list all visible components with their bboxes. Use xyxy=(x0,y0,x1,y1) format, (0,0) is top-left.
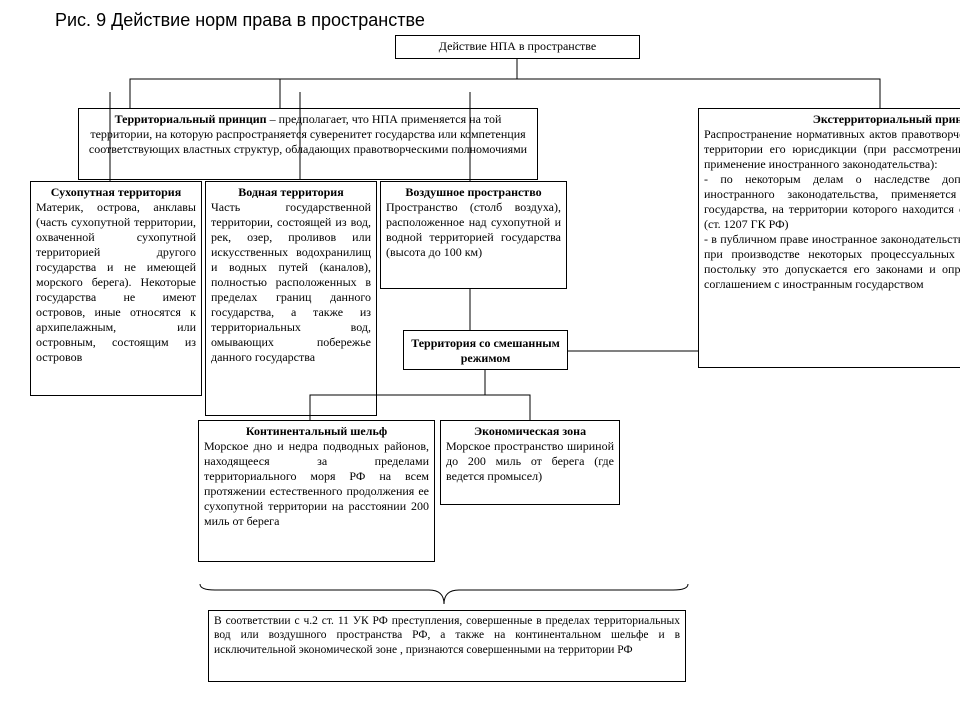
node-air-body: Пространство (столб воздуха), расположен… xyxy=(386,200,561,259)
node-shelf-body: Морское дно и недра подводных районов, н… xyxy=(204,439,429,528)
node-bottom-body: В соответствии с ч.2 ст. 11 УК РФ престу… xyxy=(214,615,680,656)
node-extra-title: Экстерриториальный принцип xyxy=(704,112,960,127)
figure-caption: Рис. 9 Действие норм права в пространств… xyxy=(55,10,425,31)
node-bottom-note: В соответствии с ч.2 ст. 11 УК РФ престу… xyxy=(208,610,686,682)
node-land-body: Материк, острова, анклавы (часть сухопут… xyxy=(36,200,196,364)
node-shelf-title: Континентальный шельф xyxy=(204,424,429,439)
node-water-title: Водная территория xyxy=(211,185,371,200)
node-land: Сухопутная территория Материк, острова, … xyxy=(30,181,202,396)
node-extra-body: Распространение нормативных актов правот… xyxy=(704,127,960,291)
node-extraterritorial: Экстерриториальный принцип Распространен… xyxy=(698,108,960,368)
node-air-title: Воздушное пространство xyxy=(386,185,561,200)
node-shelf: Континентальный шельф Морское дно и недр… xyxy=(198,420,435,562)
node-air: Воздушное пространство Пространство (сто… xyxy=(380,181,567,289)
node-root-title: Действие НПА в пространстве xyxy=(439,39,596,53)
node-territorial-title: Территориальный принцип xyxy=(115,112,267,126)
node-econ: Экономическая зона Морское пространство … xyxy=(440,420,620,505)
node-root: Действие НПА в пространстве xyxy=(395,35,640,59)
node-territorial: Территориальный принцип – предполагает, … xyxy=(78,108,538,180)
node-mixed: Территория со смешанным режимом xyxy=(403,330,568,370)
node-econ-body: Морское пространство шириной до 200 миль… xyxy=(446,439,614,483)
node-mixed-title: Территория со смешанным режимом xyxy=(411,336,560,365)
node-water-body: Часть государственной территории, состоя… xyxy=(211,200,371,364)
node-water: Водная территория Часть государственной … xyxy=(205,181,377,416)
node-land-title: Сухопутная территория xyxy=(36,185,196,200)
node-econ-title: Экономическая зона xyxy=(446,424,614,439)
